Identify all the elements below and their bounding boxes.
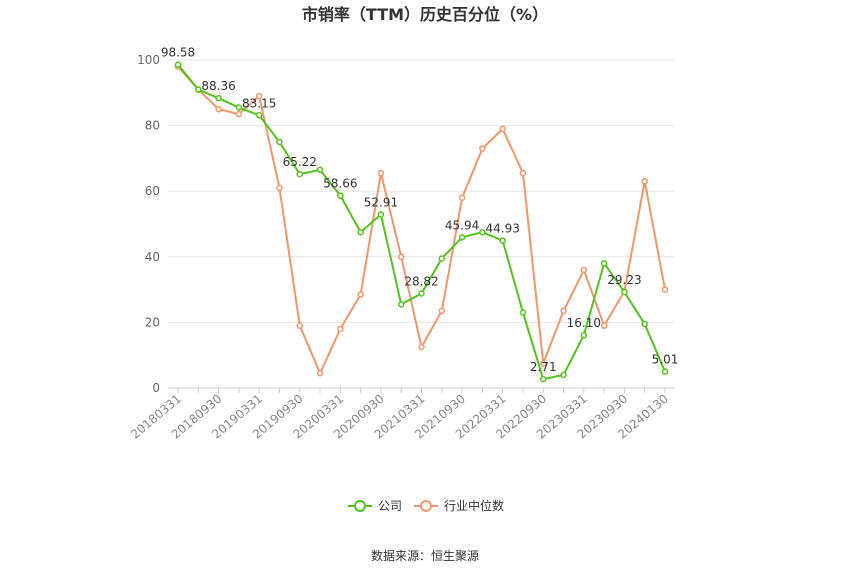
series-0-point xyxy=(540,375,547,383)
series-0-point xyxy=(560,371,567,379)
y-tick-label: 80 xyxy=(145,119,160,133)
series-1-point xyxy=(641,178,648,185)
chart-title: 市销率（TTM）历史百分位（%） xyxy=(302,5,548,24)
data-label: 52.91 xyxy=(364,195,398,209)
legend[interactable]: 公司 行业中位数 xyxy=(348,498,504,513)
series-0-point xyxy=(215,94,222,102)
grid xyxy=(168,59,675,323)
data-label: 16.10 xyxy=(567,316,601,330)
series-1-point xyxy=(499,125,506,133)
series-1-point xyxy=(397,253,405,261)
y-tick-label: 20 xyxy=(145,315,160,329)
series-1-point xyxy=(661,286,669,293)
series-0-point xyxy=(235,104,243,111)
series-0-point xyxy=(195,86,202,93)
series-0-point xyxy=(296,170,303,178)
series-0-point xyxy=(337,192,344,199)
series-1-point xyxy=(580,266,588,274)
legend-swatch-marker xyxy=(354,500,366,512)
series-1-point xyxy=(296,322,303,329)
series-1-point xyxy=(235,110,243,118)
data-label: 5.01 xyxy=(652,353,679,367)
series-0-point xyxy=(600,260,608,267)
series-0-point xyxy=(519,309,527,316)
series-0-point xyxy=(438,255,446,262)
data-label: 83.15 xyxy=(242,96,276,110)
series-0-point xyxy=(499,237,506,244)
data-label: 58.66 xyxy=(323,177,357,191)
series-1-point xyxy=(519,169,527,177)
series-1-point xyxy=(540,360,547,367)
data-label: 29.23 xyxy=(607,273,641,287)
data-label: 28.82 xyxy=(404,274,438,288)
y-tick-label: 60 xyxy=(145,184,160,198)
series-1-point xyxy=(337,325,344,333)
data-label: 98.58 xyxy=(161,46,195,60)
legend-item-1[interactable]: 行业中位数 xyxy=(414,498,504,513)
data-label: 45.94 xyxy=(445,218,479,232)
series-0-point xyxy=(276,138,283,146)
legend-label: 公司 xyxy=(378,499,402,513)
series xyxy=(174,61,669,383)
series-0-point xyxy=(174,61,182,68)
series-0-point xyxy=(377,211,385,218)
series-0-point xyxy=(357,228,364,236)
legend-swatch-marker xyxy=(420,500,432,512)
series-line-0 xyxy=(177,64,666,381)
series-1-point xyxy=(316,369,324,377)
source-note: 数据来源：恒生聚源 xyxy=(371,548,479,563)
series-0-point xyxy=(255,112,263,119)
data-labels: 98.58 88.36 83.15 65.22 58.66 52.91 28.82 45.94… xyxy=(161,46,679,374)
series-1-point xyxy=(600,322,608,329)
series-1-point xyxy=(215,105,222,113)
series-1-point xyxy=(418,343,425,351)
series-0-point xyxy=(661,368,669,375)
y-tick-label: 40 xyxy=(145,250,160,264)
series-0-point xyxy=(621,288,628,296)
series-0-point xyxy=(641,320,648,328)
series-0-point xyxy=(479,228,486,236)
series-0-point xyxy=(418,290,425,297)
legend-label: 行业中位数 xyxy=(444,498,504,513)
data-label: 88.36 xyxy=(201,79,235,93)
y-tick-label: 0 xyxy=(152,381,160,395)
series-1-point xyxy=(438,307,446,315)
legend-item-0[interactable]: 公司 xyxy=(348,499,402,513)
series-1-point xyxy=(560,307,567,315)
data-label: 44.93 xyxy=(485,222,519,236)
series-0-point xyxy=(397,301,405,308)
series-1-point xyxy=(357,291,364,298)
series-0-point xyxy=(580,331,588,339)
y-tick-label: 100 xyxy=(137,53,160,67)
series-1-point xyxy=(377,169,385,177)
series-1-point xyxy=(479,145,486,152)
axes: 0204060801002018033120180930201903312019… xyxy=(128,53,675,442)
series-1-point xyxy=(276,184,283,192)
series-0-point xyxy=(316,166,324,174)
series-1-point xyxy=(255,92,263,100)
data-label: 2.71 xyxy=(530,360,557,374)
series-0-point xyxy=(458,234,466,241)
series-1-point xyxy=(458,194,466,202)
data-label: 65.22 xyxy=(283,155,317,169)
